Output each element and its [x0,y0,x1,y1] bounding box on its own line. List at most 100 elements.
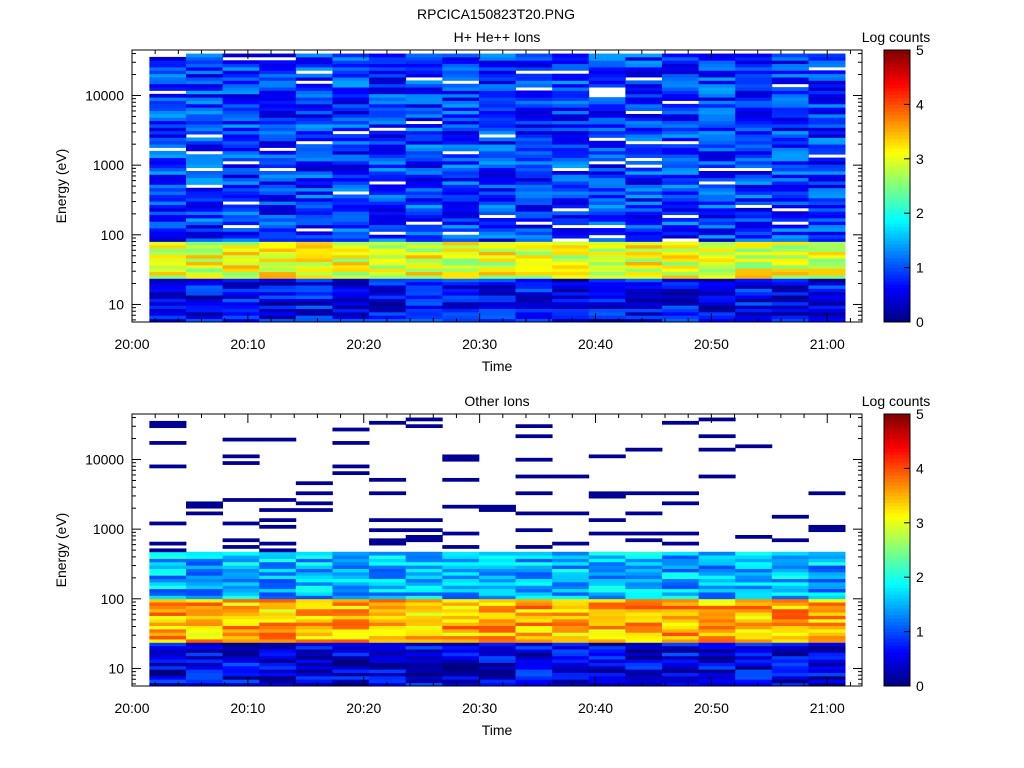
heatmap-cell [149,298,187,303]
heatmap-cell [332,137,370,142]
heatmap-cell [405,228,443,232]
colorbar-segment [884,611,910,616]
heatmap-cell [332,642,370,647]
heatmap-cell [662,618,700,623]
heatmap-cell [771,137,809,142]
heatmap-cell [405,665,443,670]
heatmap-cell [186,622,224,627]
heatmap-cell [771,311,809,316]
heatmap-cell [149,281,187,286]
heatmap-cell [405,642,443,647]
heatmap-cell [295,120,333,125]
heatmap-cell [478,194,516,199]
heatmap-cell [442,608,480,613]
heatmap-cell [186,288,224,293]
heatmap-cell [222,545,260,549]
heatmap-cell [552,625,590,630]
heatmap-cell [625,652,663,657]
heatmap-cell [222,251,260,256]
heatmap-cell [149,308,187,313]
heatmap-cell [515,90,553,95]
heatmap-cell [369,147,407,152]
heatmap-cell [808,191,846,195]
heatmap-cell [405,417,443,422]
heatmap-cell [552,645,590,650]
heatmap-cell [552,60,590,65]
heatmap-cell [478,665,516,670]
heatmap-cell [735,608,773,613]
heatmap-cell [332,93,370,98]
heatmap-cell [222,555,260,559]
heatmap-cell [295,642,333,647]
colorbar-segment [884,87,910,92]
heatmap-cell [186,60,224,65]
heatmap-cell [515,231,553,236]
heatmap-cell [735,231,773,236]
heatmap-cell [771,592,809,596]
heatmap-cell [222,110,260,115]
heatmap-cell [552,264,590,269]
heatmap-cell [295,137,333,142]
heatmap-cell [222,70,260,75]
heatmap-cell [625,315,663,320]
heatmap-cell [552,602,590,606]
heatmap-cell [332,174,370,179]
heatmap-cell [222,241,260,246]
heatmap-cell [222,592,260,596]
heatmap-cell [405,201,443,205]
heatmap-cell [515,77,553,81]
heatmap-cell [698,318,736,323]
heatmap-cell [735,628,773,633]
heatmap-cell [222,174,260,179]
heatmap-cell [515,645,553,650]
heatmap-cell [332,575,370,580]
heatmap-cell [478,66,516,71]
heatmap-cell [625,665,663,670]
heatmap-cell [369,622,407,627]
heatmap-cell [588,130,626,135]
heatmap-cell [625,224,663,229]
heatmap-cell [662,157,700,162]
heatmap-cell [771,134,809,138]
heatmap-cell [295,682,333,687]
heatmap-cell [478,578,516,583]
heatmap-cell [222,93,260,98]
heatmap-cell [222,628,260,633]
heatmap-cell [625,561,663,566]
heatmap-cell [259,110,297,115]
heatmap-cell [662,261,700,266]
heatmap-cell [222,275,260,279]
heatmap-cell [515,268,553,273]
heatmap-cell [735,659,773,663]
heatmap-cell [259,568,297,573]
heatmap-cell [259,214,297,219]
heatmap-cell [478,271,516,276]
heatmap-cell [771,669,809,673]
heatmap-cell [552,669,590,673]
heatmap-cell [259,130,297,135]
heatmap-cell [295,164,333,169]
heatmap-cell [662,659,700,663]
heatmap-cell [808,174,846,179]
heatmap-cell [771,228,809,232]
heatmap-cell [588,615,626,620]
heatmap-cell [369,254,407,259]
heatmap-cell [808,308,846,313]
heatmap-cell [442,504,480,509]
heatmap-cell [442,127,480,132]
heatmap-cell [515,120,553,125]
heatmap-cell [698,308,736,313]
colorbar-segment [884,458,910,463]
heatmap-cell [478,555,516,559]
heatmap-cell [588,298,626,303]
heatmap-cell [405,581,443,586]
heatmap-cell [515,241,553,246]
heatmap-cell [735,612,773,616]
heatmap-cell [332,80,370,85]
heatmap-cell [149,672,187,677]
heatmap-cell [662,281,700,286]
heatmap-cell [222,268,260,273]
heatmap-cell [222,254,260,259]
heatmap-cell [369,73,407,78]
heatmap-cell [405,214,443,219]
